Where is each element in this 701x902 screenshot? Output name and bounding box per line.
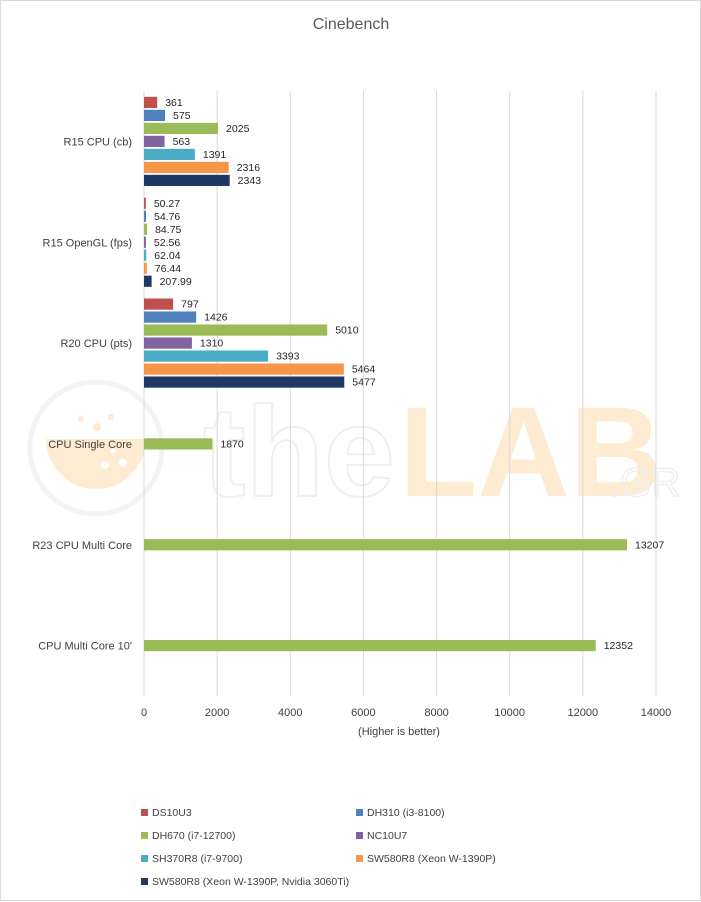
chart-title: Cinebench <box>313 16 390 33</box>
category-label: CPU Single Core <box>48 439 132 451</box>
bar <box>144 135 165 148</box>
bar <box>144 275 152 287</box>
bar <box>144 122 219 135</box>
bar <box>144 639 596 652</box>
x-tick-label: 6000 <box>351 707 375 719</box>
bar-value-label: 5464 <box>352 364 376 376</box>
thelab-watermark-logo: the LAB .GR <box>27 379 681 525</box>
bar-value-label: 52.56 <box>154 237 180 249</box>
x-tick-label: 2000 <box>205 707 229 719</box>
bar-value-label: 1391 <box>203 149 227 161</box>
legend-swatch <box>356 855 363 862</box>
x-tick-label: 14000 <box>641 707 672 719</box>
svg-text:the: the <box>203 381 395 524</box>
category-label: CPU Multi Core 10' <box>38 641 132 653</box>
bar <box>144 197 146 209</box>
legend-entry: DH310 (i3-8100) <box>367 807 445 819</box>
bar-value-label: 361 <box>165 97 183 109</box>
category-labels: R15 CPU (cb) R15 OpenGL (fps) R20 CPU (pts… <box>32 136 132 652</box>
bar-value-label: 1310 <box>200 338 224 350</box>
bar <box>144 148 195 161</box>
x-tick-label: 10000 <box>494 707 525 719</box>
bar-value-label: 2025 <box>226 123 250 135</box>
bar-value-label: 575 <box>173 110 191 122</box>
gridlines <box>143 91 657 696</box>
bar <box>144 350 269 362</box>
bar <box>144 262 147 274</box>
bar-value-label: 3393 <box>276 351 300 363</box>
bar <box>144 249 147 261</box>
bar <box>144 363 344 375</box>
bar <box>144 298 174 310</box>
legend-entry: SH370R8 (i7-9700) <box>152 853 242 865</box>
bars <box>144 96 627 652</box>
legend-entry: NC10U7 <box>367 830 407 842</box>
legend-entry: DS10U3 <box>152 807 192 819</box>
svg-text:LAB: LAB <box>399 381 662 524</box>
bar-value-label: 563 <box>173 136 191 148</box>
bar <box>144 109 166 122</box>
bar-value-label: 12352 <box>604 640 633 652</box>
bar-value-label: 54.76 <box>154 211 180 223</box>
bar <box>144 324 328 336</box>
x-axis-ticks: 0 2000 4000 6000 8000 10000 12000 14000 <box>141 707 671 719</box>
x-axis-label: (Higher is better) <box>358 726 440 738</box>
x-tick-label: 8000 <box>424 707 448 719</box>
bar-value-label: 2343 <box>238 175 262 187</box>
x-tick-label: 12000 <box>568 707 599 719</box>
bar <box>144 376 345 388</box>
legend-swatch <box>141 878 148 885</box>
category-label: R23 CPU Multi Core <box>32 540 132 552</box>
category-label: R15 OpenGL (fps) <box>43 237 132 249</box>
bar <box>144 223 148 235</box>
bar <box>144 210 147 222</box>
legend: DS10U3 DH310 (i3-8100) DH670 (i7-12700) NC1… <box>141 807 496 888</box>
bar-value-label: 5477 <box>352 377 376 389</box>
bar-value-label: 2316 <box>237 162 261 174</box>
bar-value-label: 50.27 <box>154 198 180 210</box>
svg-text:.GR: .GR <box>609 461 680 505</box>
bar-value-label: 84.75 <box>155 224 181 236</box>
legend-swatch <box>141 832 148 839</box>
category-label: R15 CPU (cb) <box>64 136 132 148</box>
bar-value-label: 62.04 <box>154 250 180 262</box>
bar-value-label: 76.44 <box>155 263 181 275</box>
legend-swatch <box>141 809 148 816</box>
bar-value-label: 13207 <box>635 539 664 551</box>
bar <box>144 161 229 174</box>
legend-swatch <box>356 832 363 839</box>
bar-value-label: 1426 <box>204 312 228 324</box>
bar <box>144 236 146 248</box>
bar <box>144 539 627 551</box>
bar <box>144 96 158 109</box>
bar-value-label: 5010 <box>335 325 359 337</box>
bar <box>144 438 213 450</box>
x-tick-label: 4000 <box>278 707 302 719</box>
bar <box>144 311 197 323</box>
bar <box>144 174 230 187</box>
legend-swatch <box>356 809 363 816</box>
bar <box>144 337 192 349</box>
legend-entry: SW580R8 (Xeon W-1390P, Nvidia 3060Ti) <box>152 876 349 888</box>
legend-swatch <box>141 855 148 862</box>
legend-entry: DH670 (i7-12700) <box>152 830 235 842</box>
bar-value-label: 207.99 <box>160 276 192 288</box>
x-tick-label: 0 <box>141 707 147 719</box>
bar-value-label: 1870 <box>220 439 244 451</box>
category-label: R20 CPU (pts) <box>60 338 132 350</box>
bar-value-label: 797 <box>181 299 199 311</box>
legend-entry: SW580R8 (Xeon W-1390P) <box>367 853 496 865</box>
